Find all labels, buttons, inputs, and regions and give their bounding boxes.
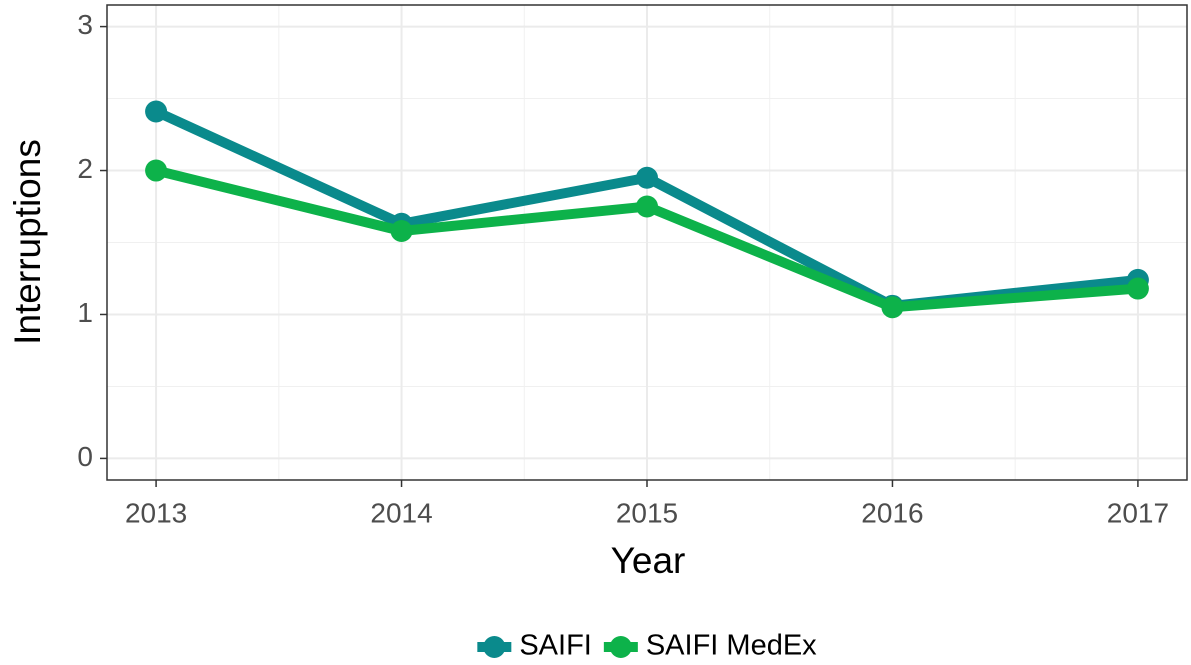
x-tick-label: 2014 <box>370 497 432 528</box>
x-axis-title: Year <box>611 540 686 581</box>
legend-key-point <box>609 636 632 658</box>
legend: SAIFI SAIFI MedEx <box>477 630 817 662</box>
point <box>145 100 168 123</box>
point <box>390 219 413 242</box>
x-tick-label: 2015 <box>616 497 678 528</box>
y-tick-label: 0 <box>77 441 93 472</box>
x-tick-label: 2016 <box>861 497 923 528</box>
point <box>881 296 904 319</box>
y-axis-title: Interruptions <box>7 139 48 345</box>
point <box>636 166 658 189</box>
x-tick-label: 2017 <box>1107 497 1169 528</box>
point <box>145 159 168 182</box>
y-tick-label: 2 <box>77 153 93 184</box>
legend-label: SAIFI MedEx <box>646 630 817 662</box>
point <box>636 195 658 218</box>
y-tick-label: 3 <box>77 9 93 40</box>
y-tick-label: 1 <box>77 297 93 328</box>
plot-border <box>106 4 1188 481</box>
legend-key-point <box>483 636 506 658</box>
point <box>1126 277 1149 300</box>
legend-label: SAIFI <box>519 630 592 662</box>
x-tick-label: 2013 <box>125 497 187 528</box>
